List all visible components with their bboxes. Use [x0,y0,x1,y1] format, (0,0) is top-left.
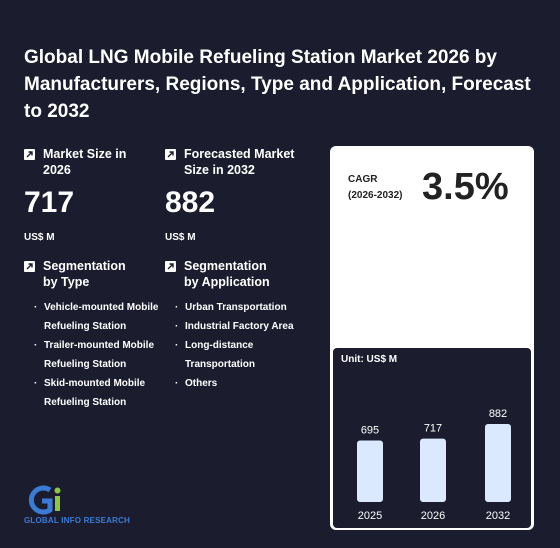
data-label-2025: 695 [361,425,379,437]
cagr-label-line1: CAGR [348,174,378,185]
forecast-size-label: Forecasted Market Size in 2032 [184,147,295,177]
market-size-value: 717 [24,186,75,219]
forecast-size-value: 882 [165,186,216,219]
list-item: Long-distance Transportation [175,336,285,374]
segment-application-list: Urban Transportation Industrial Factory … [175,298,325,393]
bar-2032 [485,424,511,502]
segment-application-label: Segmentation by Application [184,259,270,289]
logo-mark-icon [28,485,61,515]
list-item: Vehicle-mounted Mobile Refueling Station [34,298,162,336]
logo-text: GLOBAL INFO RESEARCH [24,516,131,525]
market-size-label: Market Size in 2026 [43,147,127,177]
list-item: Urban Transportation [175,298,315,317]
bar-2026 [420,438,446,502]
trend-arrow-icon [165,261,176,272]
segment-type-label: Segmentation by Type [43,259,126,289]
forecast-size-block: Forecasted Market Size in 2032 882 US$ M [165,146,315,243]
bar-2025 [357,440,383,502]
list-item: Industrial Factory Area [175,317,315,336]
cagr-value: 3.5% [422,166,509,208]
data-label-2032: 882 [489,408,507,420]
category-label-2025: 2025 [358,510,382,522]
list-item: Skid-mounted Mobile Refueling Station [34,374,162,412]
data-label-2026: 717 [424,423,442,435]
category-label-2026: 2026 [421,510,445,522]
segment-application-block: Segmentation by Application Urban Transp… [165,258,325,393]
cagr-card: CAGR (2026-2032) 3.5% Unit: US$ M 695 202… [330,146,534,530]
trend-arrow-icon [24,261,35,272]
bar-chart-panel: Unit: US$ M 695 2025 717 2026 882 2032 [333,348,531,528]
chart-unit-label: Unit: US$ M [341,354,398,365]
category-label-2032: 2032 [486,510,510,522]
trend-arrow-icon [24,149,35,160]
cagr-label-line2: (2026-2032) [348,190,403,201]
page-title: Global LNG Mobile Refueling Station Mark… [24,47,531,122]
market-size-block: Market Size in 2026 717 US$ M [24,146,154,243]
segment-type-block: Segmentation by Type Vehicle-mounted Mob… [24,258,164,412]
segment-type-list: Vehicle-mounted Mobile Refueling Station… [34,298,164,412]
cagr-label: CAGR (2026-2032) [348,172,402,204]
list-item: Others [175,374,315,393]
forecast-size-unit: US$ M [165,232,196,243]
list-item: Trailer-mounted Mobile Refueling Station [34,336,162,374]
bar-chart: 695 2025 717 2026 882 2032 [357,408,511,522]
company-logo: GLOBAL INFO RESEARCH [24,484,144,528]
market-size-unit: US$ M [24,232,55,243]
trend-arrow-icon [165,149,176,160]
